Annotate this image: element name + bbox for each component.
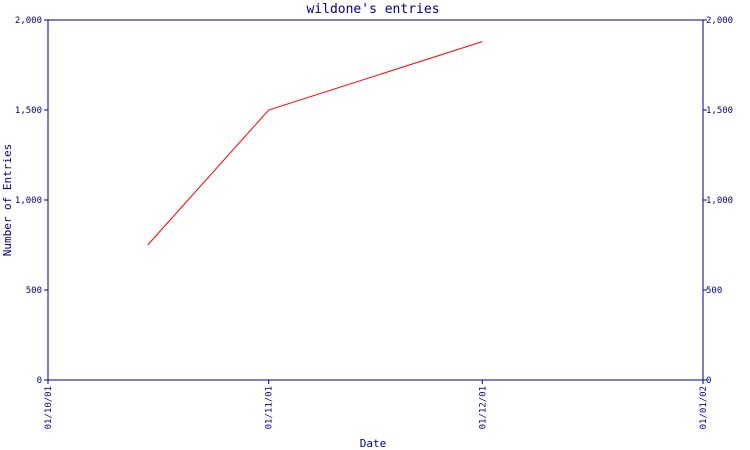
series-line [147,41,483,246]
x-tick-label: 01/01/02 [699,386,709,429]
y-tick-label-left: 500 [26,286,42,296]
chart-title: wildone's entries [306,2,439,17]
x-tick-label: 01/11/01 [265,386,275,429]
y-axis-title: Number of Entries [1,144,14,257]
plot-area [47,19,704,381]
y-tick-label-right: 0 [706,376,711,386]
x-tick-label: 01/10/01 [44,386,54,429]
y-tick-label-right: 1,500 [706,106,733,116]
x-tick-label: 01/12/01 [478,386,488,429]
y-tick-label-left: 1,500 [15,106,42,116]
y-tick-label-left: 0 [37,376,42,386]
y-tick-label-right: 1,000 [706,196,733,206]
y-tick-label-left: 2,000 [15,16,42,26]
y-tick-label-left: 1,000 [15,196,42,206]
x-axis-title: Date [360,437,387,450]
y-tick-label-right: 2,000 [706,16,733,26]
y-tick-label-right: 500 [706,286,722,296]
